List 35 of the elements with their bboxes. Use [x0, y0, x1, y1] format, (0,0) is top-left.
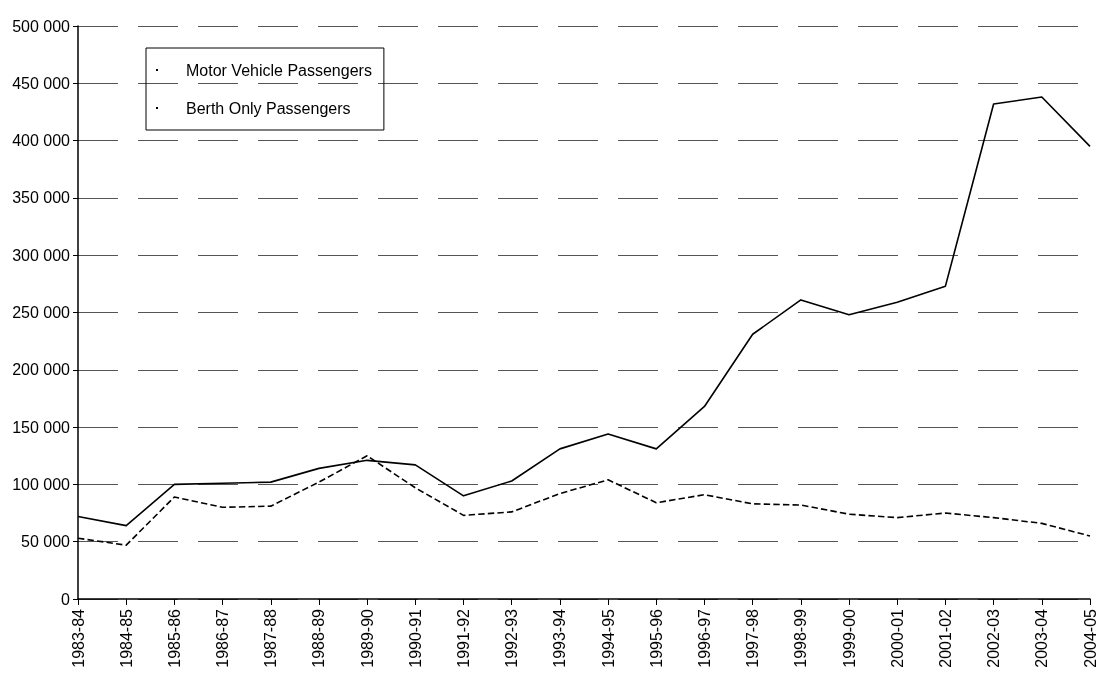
y-tick-label: 400 000 — [12, 132, 71, 150]
x-tick-label: 2001-02 — [936, 608, 954, 668]
x-tick-label: 1992-93 — [503, 608, 521, 668]
y-tick-label: 500 000 — [12, 17, 71, 35]
y-tick-label: 0 — [61, 590, 71, 608]
x-tick-label: 1999-00 — [840, 608, 858, 668]
x-tick-label: 1995-96 — [647, 608, 665, 668]
y-tick-label: 250 000 — [12, 304, 71, 321]
y-tick-label: 50 000 — [21, 533, 71, 551]
x-tick-label: 2004-05 — [1081, 608, 1099, 668]
y-tick-label: 200 000 — [12, 361, 71, 379]
x-tick-label: 2000-01 — [888, 608, 906, 668]
y-tick-label: 350 000 — [12, 189, 71, 207]
x-tick-label: 1987-88 — [262, 608, 280, 668]
x-tick-label: 1984-85 — [117, 608, 135, 668]
legend-label: Motor Vehicle Passengers — [186, 61, 372, 79]
x-tick-label: 1993-94 — [551, 608, 569, 668]
x-tick-label: 2003-04 — [1033, 608, 1051, 668]
x-tick-label: 1985-86 — [165, 608, 183, 668]
x-tick-label: 1989-90 — [358, 608, 376, 668]
x-tick-label: 1988-89 — [310, 608, 328, 668]
x-tick-label: 1983-84 — [69, 608, 87, 668]
x-tick-label: 1998-99 — [792, 608, 810, 668]
x-tick-label: 2002-03 — [985, 608, 1003, 668]
x-tick-label: 1994-95 — [599, 608, 617, 668]
x-tick-label: 1986-87 — [214, 608, 232, 668]
y-tick-label: 300 000 — [12, 246, 71, 264]
x-tick-label: 1990-91 — [406, 608, 424, 668]
y-tick-label: 450 000 — [12, 74, 71, 92]
legend-label: Berth Only Passengers — [186, 99, 351, 117]
y-tick-label: 150 000 — [12, 418, 71, 436]
x-tick-label: 1991-92 — [455, 608, 473, 668]
x-tick-label: 1997-98 — [744, 608, 762, 668]
x-tick-label: 1996-97 — [695, 608, 713, 668]
y-tick-label: 100 000 — [12, 475, 71, 493]
